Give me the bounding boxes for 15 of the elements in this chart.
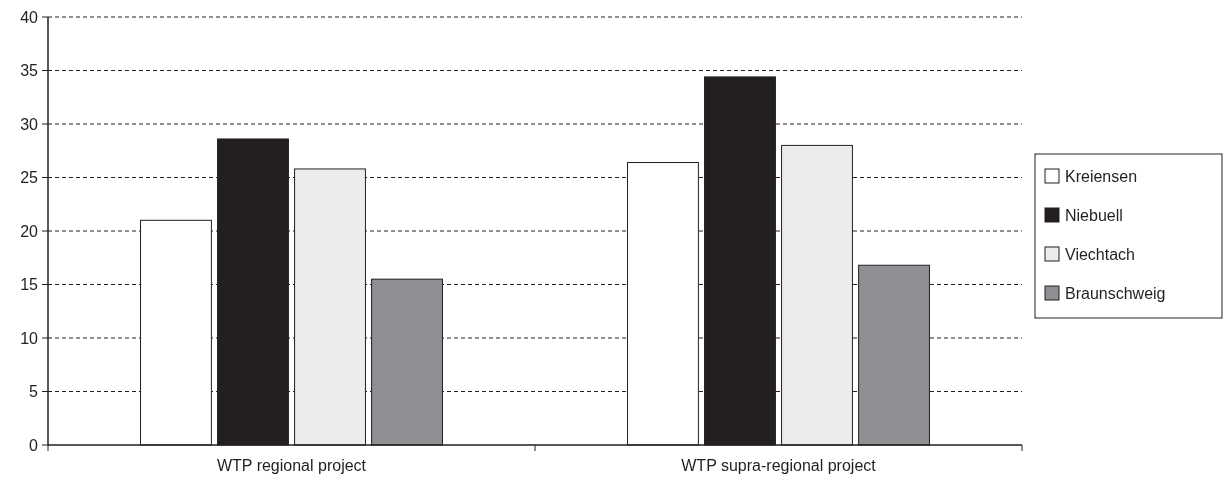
y-tick-label: 40	[20, 8, 39, 26]
y-tick-label: 5	[29, 383, 39, 401]
legend-label: Kreiensen	[1065, 167, 1138, 185]
y-tick-label: 20	[20, 222, 39, 240]
legend-label: Braunschweig	[1065, 284, 1166, 302]
y-tick-label: 35	[20, 62, 39, 80]
y-tick-label: 10	[20, 329, 39, 347]
y-tick-label: 15	[20, 276, 39, 294]
legend-label: Niebuell	[1065, 206, 1123, 224]
legend-label: Viechtach	[1065, 245, 1135, 263]
x-tick-label: WTP regional project	[216, 457, 367, 474]
y-tick-label: 0	[29, 436, 39, 454]
y-tick-label: 25	[20, 169, 39, 187]
x-tick-label: WTP supra-regional project	[681, 457, 877, 474]
y-tick-label: 30	[20, 115, 39, 133]
